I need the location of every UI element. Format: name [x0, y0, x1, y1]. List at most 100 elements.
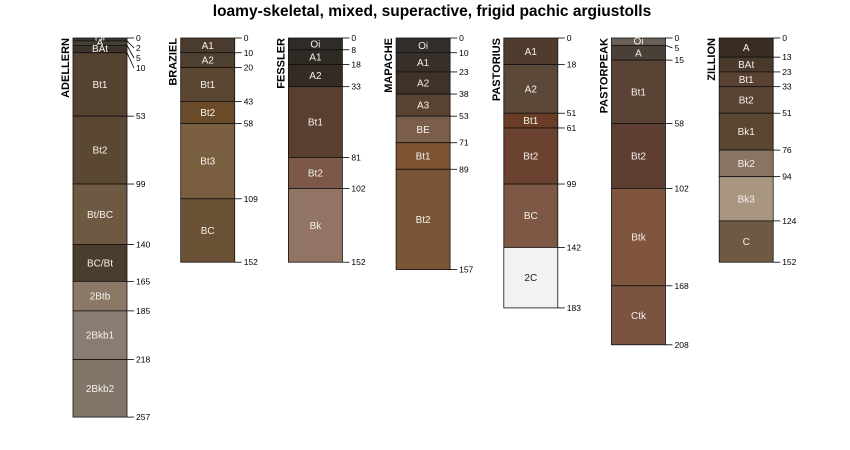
- horizon-bk2: [718, 149, 774, 178]
- depth-label: 2: [136, 43, 141, 53]
- depth-label: 18: [351, 60, 361, 70]
- horizon-label: Oi: [95, 34, 105, 45]
- horizon-label: A2: [309, 71, 322, 82]
- horizon-label: Btk: [631, 233, 646, 244]
- horizon-label: 2Bkb1: [86, 331, 115, 342]
- horizon-bt2: [611, 123, 666, 189]
- depth-label: 0: [351, 33, 356, 43]
- horizon-label: Bt2: [739, 95, 754, 106]
- depth-label: 5: [675, 43, 680, 53]
- depth-label: 8: [351, 45, 356, 55]
- depth-label: 152: [244, 257, 258, 267]
- horizon-label: Bt/BC: [87, 210, 113, 221]
- horizon-bt1: [180, 67, 236, 102]
- horizon-label: Oi: [634, 37, 644, 48]
- horizon-label: Oi: [418, 41, 428, 52]
- horizon-label: A1: [309, 53, 322, 64]
- depth-label: 76: [782, 145, 792, 155]
- horizon-bt2: [287, 157, 343, 189]
- horizon-label: Oi: [310, 39, 320, 50]
- horizon-label: A2: [417, 78, 430, 89]
- horizon-bt2: [395, 168, 451, 270]
- profile-pastorpeak: PASTORPEAK OiA Bt1 Bt2 Btk Ctk 05 15 58 102 168 208: [599, 33, 689, 350]
- depth-label: 0: [136, 33, 141, 43]
- depth-label: 185: [136, 306, 150, 316]
- depth-label: 81: [351, 152, 361, 162]
- profile-name: PASTORIUS: [491, 38, 503, 101]
- depth-label: 53: [459, 111, 469, 121]
- depth-tick: [665, 45, 673, 49]
- profile-name: MAPACHE: [383, 38, 395, 93]
- depth-label: 33: [351, 82, 361, 92]
- horizon-bt-bc: [72, 183, 128, 245]
- depth-label: 23: [782, 67, 792, 77]
- horizon-bt2: [503, 127, 559, 185]
- horizon-label: A: [743, 43, 750, 54]
- depth-label: 10: [459, 48, 469, 58]
- depth-tick: [126, 45, 135, 59]
- horizon-bt2: [718, 86, 774, 114]
- depth-label: 10: [244, 48, 254, 58]
- depth-tick: [126, 52, 135, 69]
- depth-label: 152: [351, 257, 365, 267]
- horizon-2c: [503, 247, 559, 309]
- horizon-a1: [503, 37, 559, 65]
- horizon-label: 2C: [524, 273, 537, 284]
- horizon-label: A1: [417, 58, 430, 69]
- horizon-label: Bt2: [92, 146, 107, 157]
- depth-label: 43: [244, 96, 254, 106]
- horizon-label: Bt2: [631, 152, 646, 163]
- horizon-label: Bt1: [200, 80, 215, 91]
- profile-pastorius: PASTORIUS A1 A2 Bt1 Bt2 BC 2C 0 18 51 61 99 142 183: [491, 33, 581, 313]
- horizon-label: Ctk: [631, 311, 647, 322]
- profile-name: BRAZIEL: [168, 38, 180, 86]
- depth-label: 0: [244, 33, 249, 43]
- depth-label: 140: [136, 240, 150, 250]
- horizon-label: BC/Bt: [87, 258, 113, 269]
- horizon-bc: [180, 198, 236, 263]
- horizon-label: Bt1: [631, 87, 646, 98]
- depth-label: 18: [567, 60, 577, 70]
- horizon-label: Bk: [310, 221, 323, 232]
- horizon-label: BAt: [92, 44, 108, 55]
- depth-tick: [126, 40, 135, 49]
- depth-label: 165: [136, 276, 150, 286]
- profiles-group: ADELLERN OiABAtBt1Bt2Bt/BCBC/Bt2Btb2Bkb12…: [60, 33, 797, 422]
- depth-label: 208: [675, 340, 689, 350]
- depth-label: 38: [459, 89, 469, 99]
- profile-name: PASTORPEAK: [599, 38, 611, 113]
- depth-label: 142: [567, 242, 581, 252]
- depth-label: 94: [782, 172, 792, 182]
- horizon-2bkb1: [72, 310, 128, 360]
- horizon-label: Bt1: [523, 116, 538, 127]
- horizon-label: Bt3: [200, 157, 215, 168]
- horizon-2bkb2: [72, 359, 128, 418]
- depth-label: 23: [459, 67, 469, 77]
- horizon-label: Bt1: [92, 80, 107, 91]
- depth-label: 33: [782, 82, 792, 92]
- depth-label: 183: [567, 303, 581, 313]
- depth-label: 20: [244, 63, 254, 73]
- profile-name: ZILLION: [706, 38, 718, 81]
- horizon-label: A1: [202, 41, 215, 52]
- depth-label: 0: [567, 33, 572, 43]
- horizon-label: C: [743, 237, 750, 248]
- horizon-label: Bk2: [738, 159, 756, 170]
- horizon-label: Bt2: [200, 108, 215, 119]
- horizon-label: A2: [525, 84, 538, 95]
- depth-label: 102: [351, 183, 365, 193]
- depth-label: 152: [782, 257, 796, 267]
- horizon-label: BE: [416, 125, 430, 136]
- depth-label: 89: [459, 164, 469, 174]
- depth-label: 53: [136, 111, 146, 121]
- depth-label: 15: [675, 55, 685, 65]
- profile-zillion: ZILLION A BAt Bt1 Bt2 Bk1 Bk2 Bk3 C 0 13 23 33 51 76 94…: [706, 33, 796, 267]
- depth-label: 51: [782, 108, 792, 118]
- depth-label: 102: [675, 183, 689, 193]
- horizon-label: BAt: [738, 60, 754, 71]
- depth-label: 0: [782, 33, 787, 43]
- horizon-label: A: [635, 48, 642, 59]
- horizon-bk: [287, 188, 343, 263]
- horizon-label: Bt1: [739, 75, 754, 86]
